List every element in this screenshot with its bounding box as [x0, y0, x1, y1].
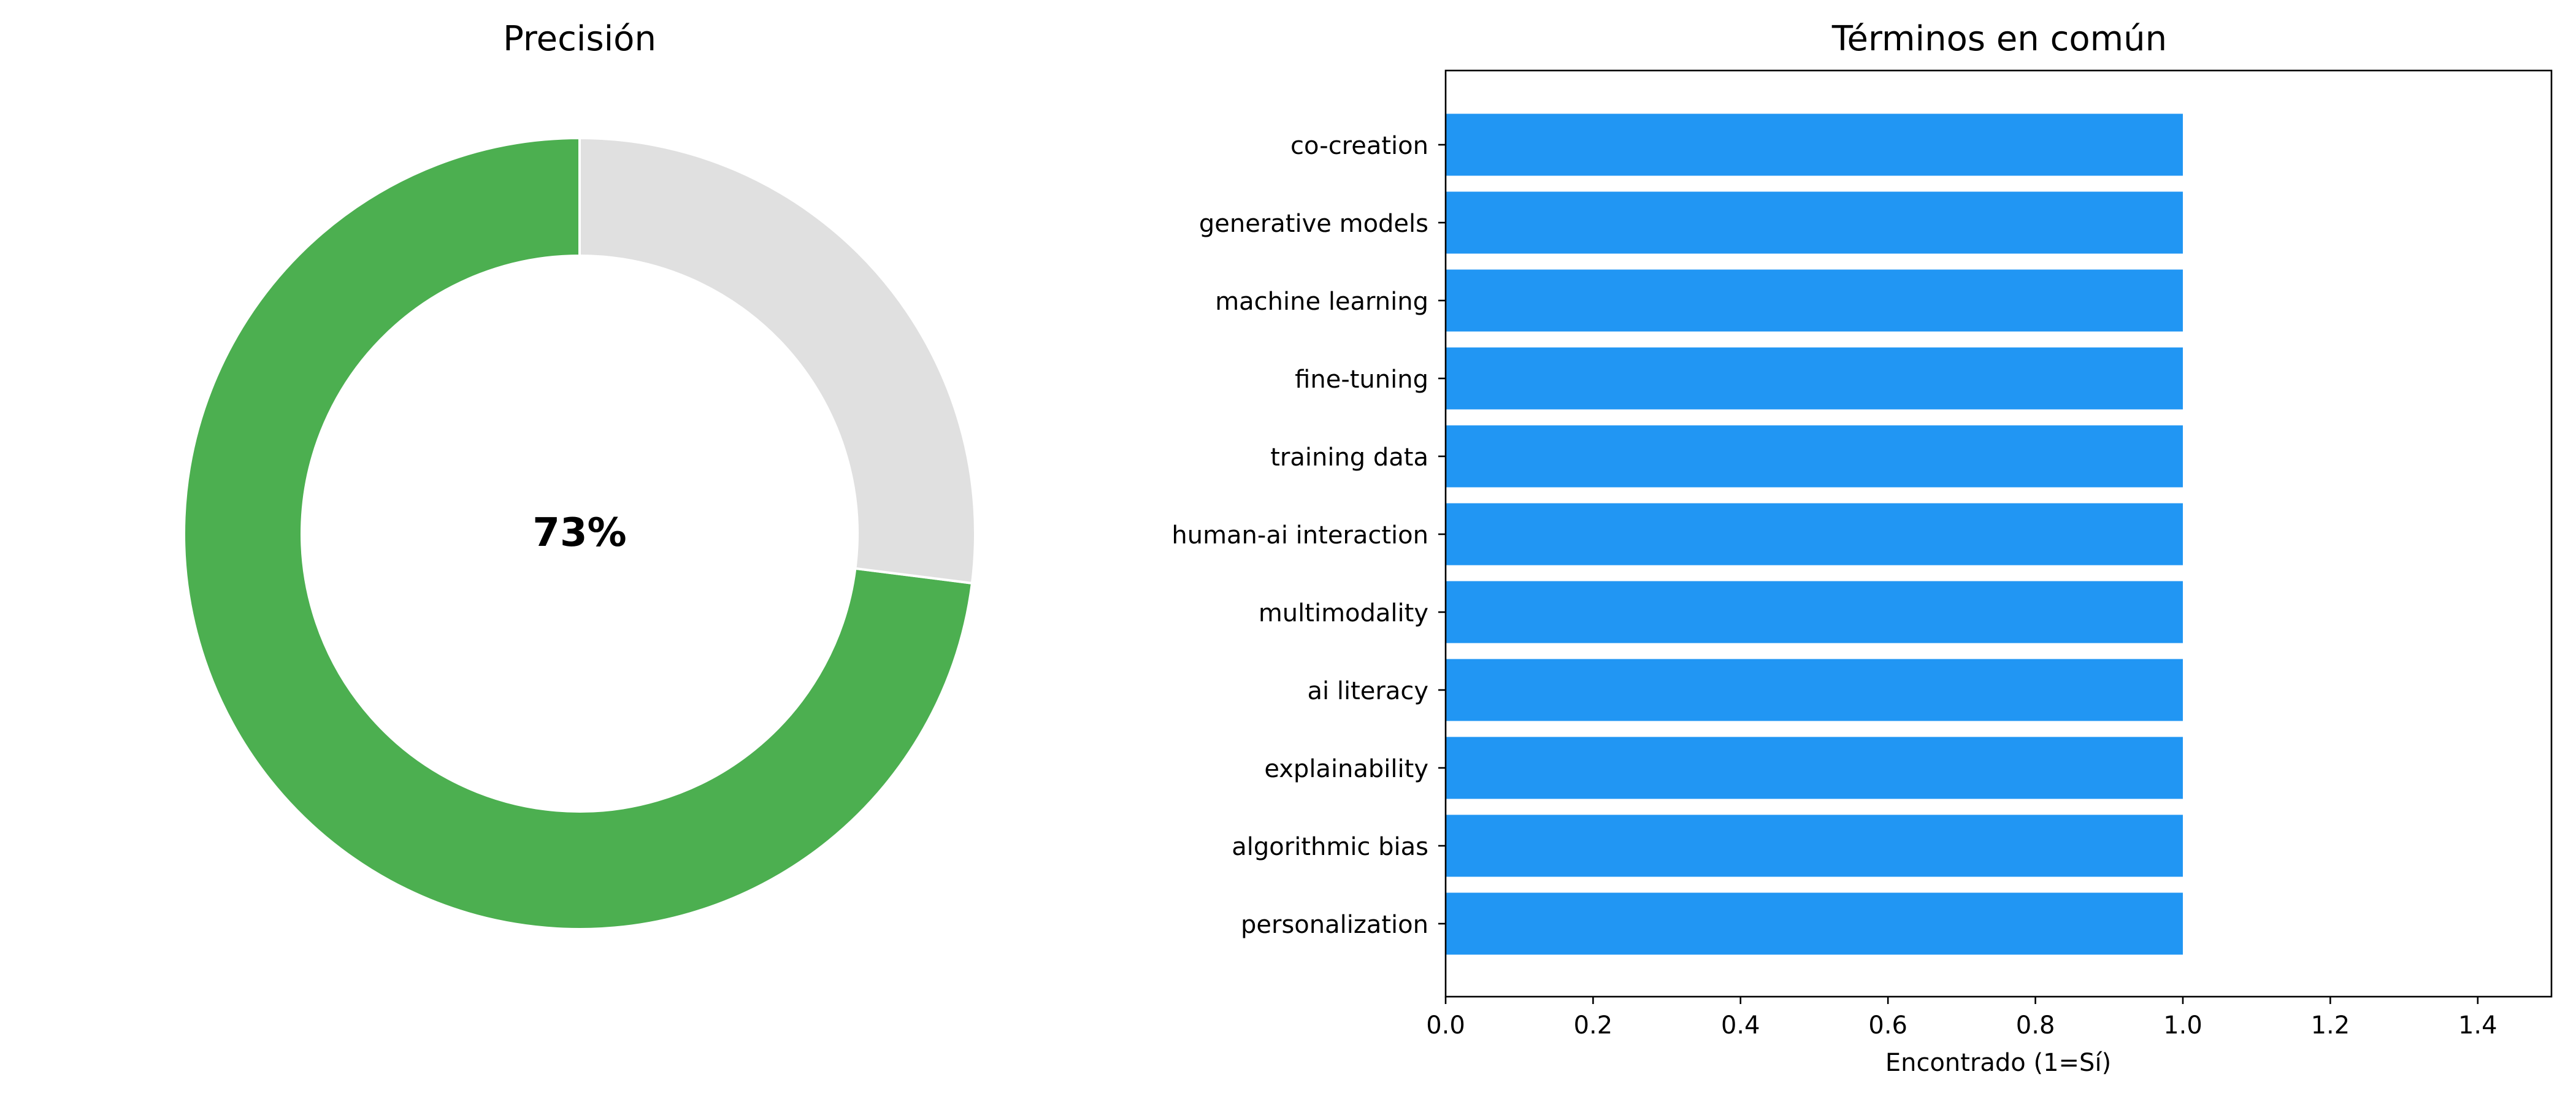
y-tick-label: human-ai interaction [1171, 521, 1428, 550]
bar [1446, 191, 2183, 254]
donut-center-label: 73% [532, 510, 626, 556]
donut-slices [182, 136, 976, 930]
x-tick-label: 1.4 [2458, 1011, 2497, 1040]
bar-chart-x-ticks: 0.0 0.2 0.4 0.6 0.8 1.0 1.2 1.4 [1426, 997, 2497, 1040]
y-tick-label: ai literacy [1308, 677, 1428, 705]
x-tick-label: 0.2 [1574, 1011, 1613, 1040]
x-tick-label: 0.8 [2016, 1011, 2055, 1040]
donut-slice-0 [182, 136, 974, 930]
x-tick-label: 1.2 [2311, 1011, 2350, 1040]
bar [1446, 892, 2183, 955]
donut-slice-1 [578, 136, 976, 585]
bar-chart-x-axis-label: Encontrado (1=Sí) [1885, 1049, 2111, 1077]
y-tick-label: algorithmic bias [1232, 833, 1428, 861]
bar [1446, 113, 2183, 176]
bar-chart: Términos en común co-creation generative … [1171, 19, 2553, 1077]
y-tick-label: generative models [1199, 210, 1428, 238]
x-tick-label: 0.6 [1868, 1011, 1907, 1040]
bar [1446, 815, 2183, 877]
y-tick-label: personalization [1241, 911, 1428, 939]
donut-chart-title: Precisión [503, 19, 656, 59]
y-tick-label: explainability [1264, 755, 1428, 783]
bar [1446, 659, 2183, 721]
y-tick-label: co-creation [1290, 132, 1428, 160]
x-tick-label: 0.0 [1426, 1011, 1465, 1040]
x-tick-label: 0.4 [1721, 1011, 1760, 1040]
y-tick-label: training data [1270, 443, 1428, 472]
bar-chart-bars [1446, 113, 2183, 955]
bar [1446, 737, 2183, 799]
y-tick-label: multimodality [1259, 599, 1428, 627]
y-tick-label: fine-tuning [1295, 366, 1428, 394]
y-tick-label: machine learning [1215, 288, 1428, 316]
bar [1446, 581, 2183, 643]
bar-chart-axes-frame [1444, 69, 2553, 998]
bar-chart-title: Términos en común [1831, 19, 2167, 59]
bar [1446, 503, 2183, 565]
x-tick-label: 1.0 [2163, 1011, 2202, 1040]
bar-chart-y-ticks: co-creation generative models machine lear… [1171, 132, 1446, 939]
bar [1446, 269, 2183, 332]
bar [1446, 347, 2183, 410]
bar [1446, 425, 2183, 488]
donut-chart: Precisión 73% [182, 19, 976, 930]
